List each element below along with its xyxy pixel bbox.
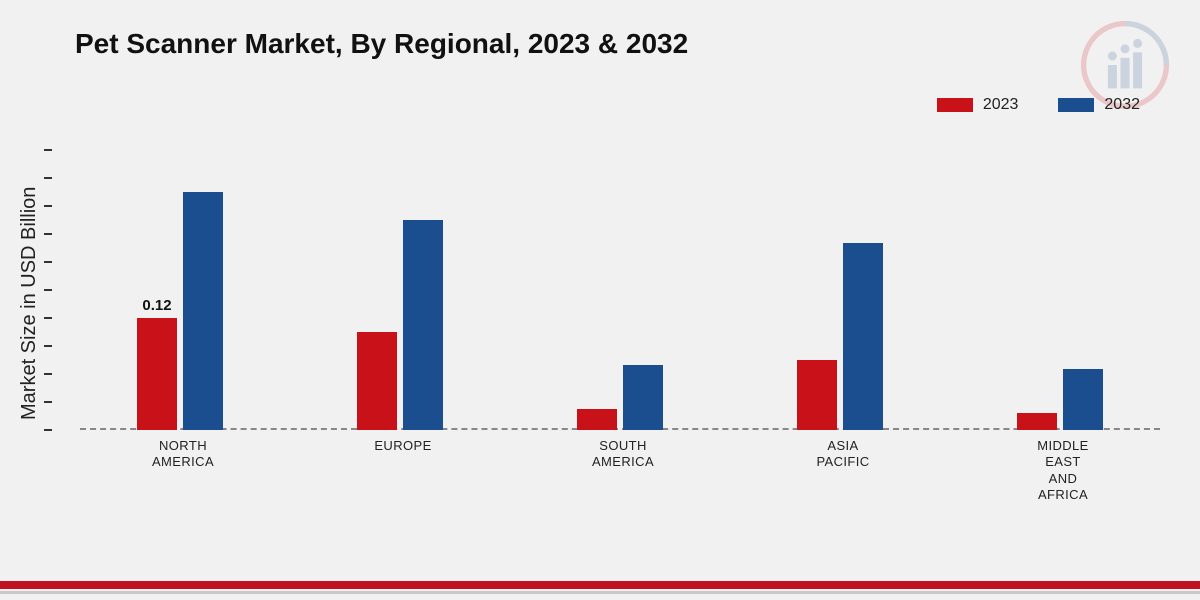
x-axis-label: NORTHAMERICA [113,438,253,471]
y-tick [44,261,52,263]
bar [137,318,177,430]
bar [183,192,223,430]
legend-swatch [1058,98,1094,112]
y-tick [44,205,52,207]
legend-item: 2032 [1058,96,1140,114]
bar [357,332,397,430]
x-axis-label: SOUTHAMERICA [553,438,693,471]
x-axis-label: MIDDLEEASTANDAFRICA [993,438,1133,503]
bar [843,243,883,430]
x-axis-label: ASIAPACIFIC [773,438,913,471]
y-tick [44,345,52,347]
chart-title: Pet Scanner Market, By Regional, 2023 & … [75,28,688,60]
y-tick [44,233,52,235]
y-tick [44,289,52,291]
legend-label: 2032 [1104,96,1140,114]
y-axis-label: Market Size in USD Billion [18,187,41,420]
bar [1063,369,1103,430]
bar [797,360,837,430]
legend-item: 2023 [937,96,1019,114]
y-tick [44,401,52,403]
footer-bar [0,581,1200,589]
page-root: Pet Scanner Market, By Regional, 2023 & … [0,0,1200,600]
x-axis-labels: NORTHAMERICA EUROPE SOUTHAMERICA ASIAPACIFI… [80,438,1160,518]
y-axis-ticks [44,150,54,430]
bar-value-label: 0.12 [142,297,171,314]
bar [403,220,443,430]
y-tick [44,373,52,375]
y-tick [44,429,52,431]
y-tick [44,149,52,151]
legend: 2023 2032 [937,96,1140,114]
bar [577,409,617,430]
x-axis-label: EUROPE [333,438,473,454]
plot-area: 0.12 [80,150,1160,430]
legend-swatch [937,98,973,112]
x-axis-line [80,428,1160,430]
legend-label: 2023 [983,96,1019,114]
bar [1017,413,1057,430]
bar [623,365,663,430]
footer-thin-line [0,591,1200,594]
y-tick [44,177,52,179]
y-tick [44,317,52,319]
